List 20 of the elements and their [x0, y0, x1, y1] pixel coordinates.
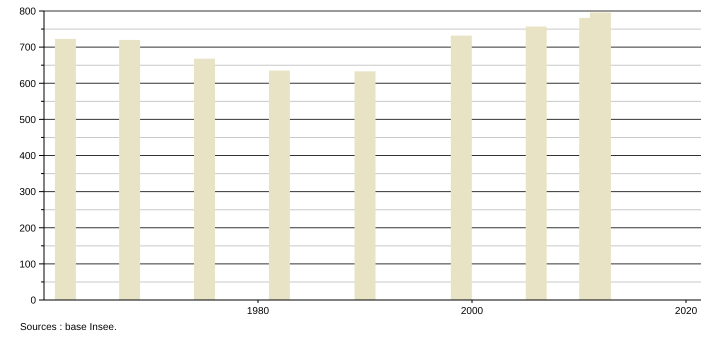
source-note: Sources : base Insee. [20, 322, 117, 333]
bar [268, 70, 290, 300]
y-tick-label: 800 [19, 6, 36, 18]
y-tick-label: 200 [19, 223, 36, 234]
bar [526, 26, 547, 300]
y-tick-label: 500 [19, 114, 36, 126]
x-tick-label: 1980 [246, 306, 270, 317]
bar [119, 40, 140, 300]
bar [54, 38, 76, 300]
bar [450, 36, 472, 300]
bar [194, 58, 216, 300]
y-tick-label: 400 [19, 151, 36, 162]
y-tick-label: 700 [19, 42, 36, 54]
y-tick-label: 0 [30, 296, 36, 306]
y-tick-label: 100 [19, 259, 36, 270]
x-tick-label: 2020 [674, 306, 698, 317]
y-tick-label: 600 [19, 78, 36, 90]
x-tick-label: 2000 [460, 306, 484, 317]
y-tick-label: 300 [19, 187, 36, 198]
bar [354, 71, 376, 300]
